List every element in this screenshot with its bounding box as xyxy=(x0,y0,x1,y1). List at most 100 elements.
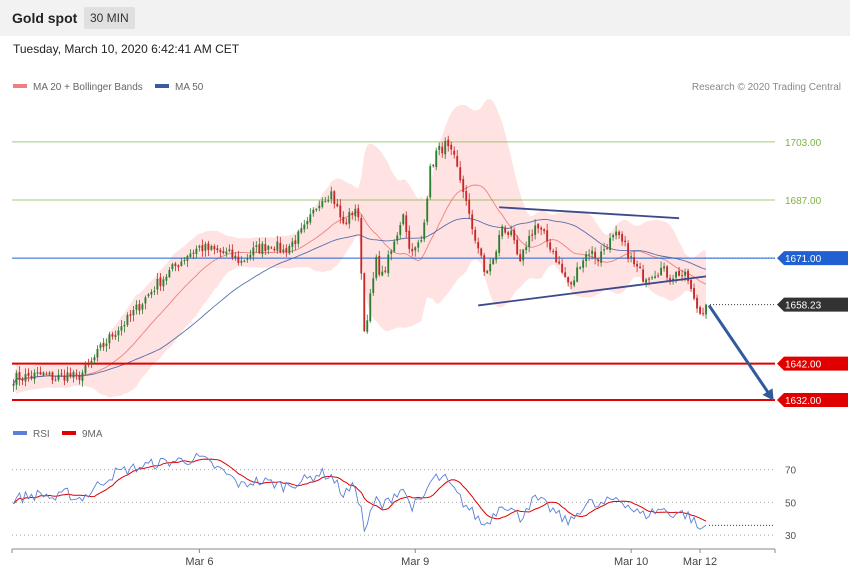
legend-label-ma20: MA 20 + Bollinger Bands xyxy=(33,82,143,93)
rsi-9ma-line xyxy=(13,458,707,522)
candle-body xyxy=(465,190,468,201)
candle-body xyxy=(456,155,459,167)
candle-body xyxy=(147,294,150,297)
candle-body xyxy=(702,313,704,315)
candle-body xyxy=(669,278,671,281)
candle-body xyxy=(69,372,72,377)
candle-body xyxy=(471,214,474,230)
candle-body xyxy=(675,271,677,278)
candle-body xyxy=(333,191,336,205)
candle-body xyxy=(243,260,246,262)
candle-body xyxy=(453,150,456,155)
candle-body xyxy=(654,276,657,279)
instrument-title: Gold spot xyxy=(12,10,78,26)
rsi-line xyxy=(13,452,707,533)
candle-body xyxy=(270,247,273,249)
candle-body xyxy=(561,263,564,273)
candle-body xyxy=(657,275,660,277)
candle-body xyxy=(615,231,618,236)
candle-body xyxy=(237,256,240,263)
candle-body xyxy=(48,372,51,375)
candle-body xyxy=(279,242,282,253)
candle-body xyxy=(636,263,639,267)
legend-swatch-ma50 xyxy=(155,84,169,88)
candle-body xyxy=(435,150,438,168)
trendlines xyxy=(478,206,774,401)
level-tag-1632.00 xyxy=(777,393,848,407)
level-label-1703.00: 1703.00 xyxy=(785,138,822,149)
candle-body xyxy=(159,277,162,286)
candle-body xyxy=(72,372,75,378)
candle-body xyxy=(204,243,207,251)
candle-body xyxy=(198,245,201,248)
candle-body xyxy=(405,215,408,232)
candle-body xyxy=(267,245,270,250)
timeframe-badge[interactable]: 30 MIN xyxy=(84,7,135,29)
candle-body xyxy=(642,269,645,282)
candle-body xyxy=(618,231,621,236)
candle-body xyxy=(327,200,330,202)
candle-body xyxy=(297,231,300,244)
candle-body xyxy=(543,229,546,232)
moving-averages xyxy=(13,184,707,385)
candle-body xyxy=(693,287,695,299)
level-label-1632.00: 1632.00 xyxy=(785,396,822,407)
candle-body xyxy=(225,251,228,254)
rsi-ref-label-30: 30 xyxy=(785,531,797,542)
legend-label-ma50: MA 50 xyxy=(175,82,204,93)
candle-body xyxy=(441,146,444,154)
candle-body xyxy=(480,248,483,256)
candle-body xyxy=(393,241,396,252)
candle-body xyxy=(318,205,321,209)
candle-body xyxy=(468,199,471,214)
candle-body xyxy=(231,249,234,258)
candle-body xyxy=(477,242,480,249)
level-label-1642.00: 1642.00 xyxy=(785,360,822,371)
last-price-label: 1658.23 xyxy=(785,301,822,312)
candle-body xyxy=(444,140,447,155)
candle-body xyxy=(339,205,342,218)
candle-body xyxy=(249,254,252,258)
rsi-legend: RSI 9MA xyxy=(13,429,103,440)
rsi-ref-label-50: 50 xyxy=(785,498,797,509)
candle-body xyxy=(123,325,126,327)
candle-body xyxy=(285,248,288,253)
candlesticks xyxy=(12,135,707,392)
price-legend: MA 20 + Bollinger Bands MA 50 Research ©… xyxy=(13,82,841,93)
candle-body xyxy=(585,254,588,261)
candle-body xyxy=(558,261,561,264)
candle-body xyxy=(699,307,701,314)
candle-body xyxy=(474,229,477,241)
candle-body xyxy=(45,373,48,375)
candle-body xyxy=(366,320,369,332)
candle-body xyxy=(504,227,507,233)
candle-body xyxy=(258,244,261,254)
candle-body xyxy=(624,240,627,242)
candle-body xyxy=(417,242,420,248)
candle-body xyxy=(165,276,168,281)
rsi-ref-label-70: 70 xyxy=(785,466,797,477)
legend-label-9ma: 9MA xyxy=(82,429,103,440)
candle-body xyxy=(537,224,540,229)
candle-body xyxy=(102,342,105,347)
candle-body xyxy=(396,235,399,241)
candle-body xyxy=(426,198,429,222)
candle-body xyxy=(240,260,243,263)
candle-body xyxy=(216,248,219,251)
candle-body xyxy=(360,218,363,274)
candle-body xyxy=(546,230,549,242)
candle-body xyxy=(288,245,291,254)
candle-body xyxy=(213,246,216,250)
candle-body xyxy=(576,267,579,282)
candle-body xyxy=(651,277,654,279)
candle-body xyxy=(60,373,63,375)
candle-body xyxy=(96,348,99,358)
candle-body xyxy=(357,208,360,218)
candle-body xyxy=(570,282,573,285)
candle-body xyxy=(315,208,318,210)
candle-body xyxy=(108,334,111,344)
candle-body xyxy=(609,238,612,250)
level-label-1687.00: 1687.00 xyxy=(785,196,822,207)
candle-body xyxy=(687,270,689,281)
candle-body xyxy=(336,203,339,207)
